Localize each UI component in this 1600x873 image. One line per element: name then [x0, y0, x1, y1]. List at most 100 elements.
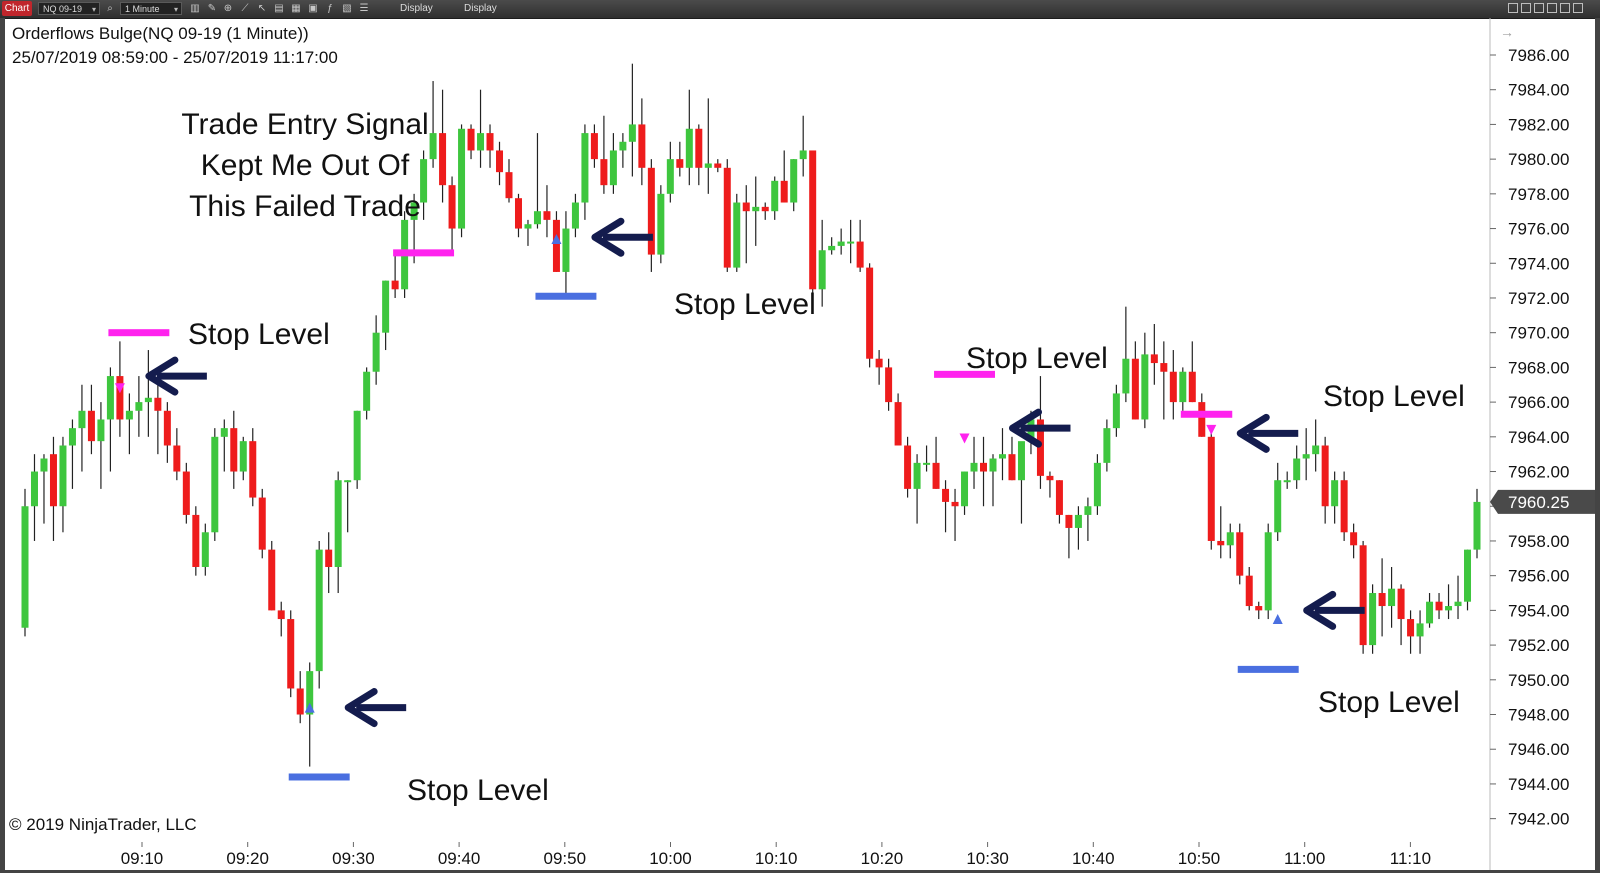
list-icon[interactable]: ☰ — [359, 3, 369, 14]
sell-signal-triangle — [959, 433, 970, 444]
stop-levels — [108, 249, 1299, 781]
screenshot-icon[interactable]: ▣ — [308, 3, 318, 14]
sell-signal-triangle — [114, 383, 125, 394]
candle — [1435, 593, 1443, 620]
chart-tab[interactable]: Chart — [2, 1, 32, 16]
candle — [1312, 419, 1320, 472]
candle-body — [685, 128, 693, 168]
chart-frame — [0, 18, 1600, 873]
properties-icon[interactable]: ▧ — [342, 3, 352, 14]
tile-icon[interactable] — [1508, 3, 1518, 13]
candle — [799, 115, 807, 177]
display-menu-2[interactable]: Display — [464, 3, 497, 14]
display-menu-1[interactable]: Display — [400, 3, 433, 14]
interval-selector[interactable]: 1 Minute ▾ — [120, 2, 182, 15]
candle-body — [951, 501, 959, 507]
candle — [87, 384, 95, 455]
candle-body — [666, 159, 674, 194]
candle — [904, 436, 912, 498]
candle-body — [1122, 358, 1130, 394]
candle-body — [1150, 354, 1158, 364]
arrow-head — [344, 688, 378, 728]
search-icon[interactable]: ⌕ — [107, 3, 113, 14]
candle — [1169, 350, 1177, 420]
candle-body — [1435, 601, 1443, 611]
stop-level-line — [1237, 665, 1299, 673]
candle-body — [1312, 445, 1320, 455]
y-tick-label: 7958.00 — [1508, 532, 1569, 551]
candle-body — [1378, 593, 1386, 607]
candle — [1179, 367, 1187, 411]
candle-body — [192, 514, 200, 567]
x-tick-label: 10:30 — [966, 849, 1009, 868]
buy-signal-triangle — [551, 233, 562, 244]
indicator-icon[interactable]: ƒ — [327, 3, 333, 14]
candle — [828, 237, 836, 255]
candle — [1046, 471, 1054, 498]
candle-body — [59, 445, 67, 507]
candle-body — [856, 241, 864, 268]
candle — [951, 488, 959, 541]
candle — [942, 480, 950, 533]
candle — [1293, 445, 1301, 489]
left-arrow-icon — [591, 217, 653, 257]
candle-body — [581, 133, 589, 203]
candle — [1407, 610, 1415, 654]
candle-body — [220, 428, 228, 437]
pointer-icon[interactable]: ↖ — [257, 3, 267, 14]
candle-body — [1359, 545, 1367, 646]
candle-body — [837, 241, 845, 246]
candle-body — [723, 167, 731, 268]
candle-body — [458, 128, 466, 229]
candle-body — [1464, 549, 1472, 602]
cascade-icon[interactable] — [1521, 3, 1531, 13]
candle — [1236, 523, 1244, 585]
candle — [524, 219, 532, 246]
candle — [1264, 523, 1272, 620]
candle-body — [1160, 363, 1168, 372]
strategy-icon[interactable]: ▦ — [291, 3, 301, 14]
candle — [1378, 558, 1386, 637]
candle — [78, 384, 86, 472]
candles — [21, 63, 1481, 767]
candle — [714, 159, 722, 173]
candle — [344, 480, 352, 533]
restore-icon[interactable] — [1534, 3, 1544, 13]
candle-body — [1245, 575, 1253, 607]
candle-body — [382, 280, 390, 333]
candle — [477, 89, 485, 168]
line-tool-icon[interactable]: ⟋ — [241, 3, 249, 14]
draw-icon[interactable]: ✎ — [207, 3, 217, 14]
price-axis[interactable]: 7986.00 7984.00 7982.00 7980.00 7978.00 7976.… — [1489, 18, 1569, 870]
expand-arrow-icon[interactable]: → — [1500, 24, 1514, 40]
candle-body — [1179, 371, 1187, 403]
candle-body — [1454, 601, 1462, 607]
candle-body — [875, 358, 883, 368]
candle — [1103, 419, 1111, 472]
candle — [980, 436, 988, 507]
bar-style-icon[interactable]: ▥ — [190, 3, 200, 14]
window-icon[interactable] — [1560, 3, 1570, 13]
data-box-icon[interactable]: ▤ — [274, 3, 284, 14]
candle — [875, 350, 883, 385]
candle-body — [866, 267, 874, 359]
close-icon[interactable] — [1573, 3, 1583, 13]
candle-body — [752, 206, 760, 212]
candle — [49, 436, 57, 541]
x-tick-label: 09:30 — [332, 849, 375, 868]
instrument-selector[interactable]: NQ 09-19 ▾ — [38, 2, 100, 15]
candle — [230, 410, 238, 489]
candle-body — [1388, 588, 1396, 607]
candle-body — [533, 211, 541, 225]
x-tick-label: 10:50 — [1178, 849, 1221, 868]
trade-annotation: Trade Entry Signal Kept Me Out Of This F… — [160, 104, 450, 227]
zoom-icon[interactable]: ⊕ — [223, 3, 233, 14]
buy-signal-triangle — [304, 702, 315, 713]
stop-level-label: Stop Level — [188, 318, 330, 351]
candle-body — [894, 402, 902, 446]
time-axis[interactable]: 09:10 09:20 09:30 09:40 09:50 10:00 10:10 10:20… — [121, 842, 1431, 868]
candle-body — [571, 202, 579, 229]
maximize-icon[interactable] — [1547, 3, 1557, 13]
stop-level-line — [934, 370, 995, 378]
